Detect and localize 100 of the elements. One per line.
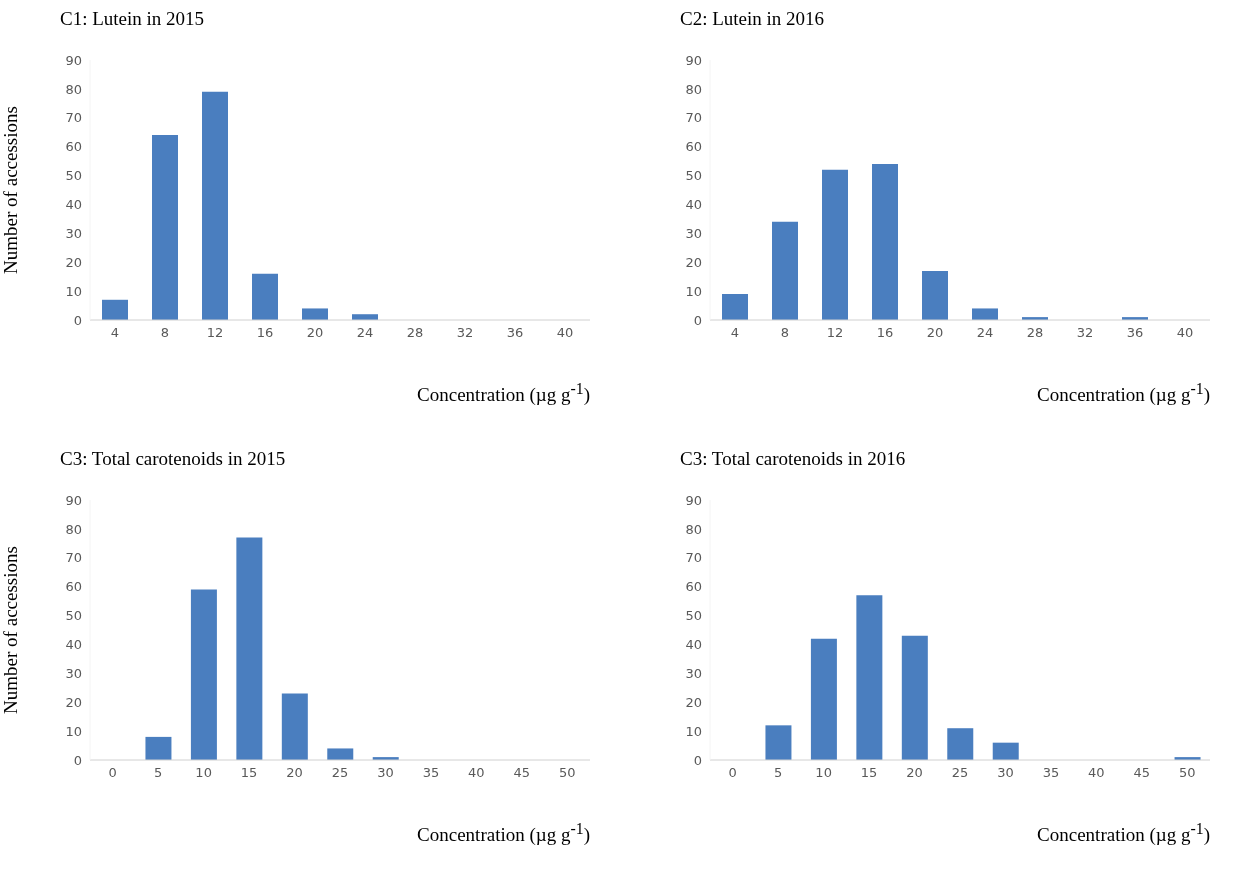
y-tick-label: 60 bbox=[65, 579, 82, 595]
bar bbox=[992, 742, 1019, 760]
x-tick-label: 50 bbox=[1179, 765, 1196, 781]
y-tick-label: 40 bbox=[65, 637, 82, 653]
y-tick-label: 10 bbox=[65, 283, 82, 299]
x-tick-label: 8 bbox=[780, 325, 790, 341]
bar bbox=[302, 308, 328, 320]
x-tick-label: 40 bbox=[556, 325, 574, 341]
y-tick-label: 80 bbox=[65, 81, 82, 97]
chart-title: C1: Lutein in 2015 bbox=[60, 8, 205, 30]
x-tick-label: 4 bbox=[110, 325, 120, 341]
chart-title: C2: Lutein in 2016 bbox=[680, 8, 825, 30]
x-tick-label: 32 bbox=[1076, 325, 1094, 341]
y-tick-label: 60 bbox=[685, 139, 702, 155]
y-tick-label: 70 bbox=[65, 110, 82, 126]
y-tick-label: 80 bbox=[685, 521, 702, 537]
x-tick-label: 32 bbox=[456, 325, 474, 341]
x-tick-label: 35 bbox=[1042, 765, 1060, 781]
y-tick-label: 70 bbox=[685, 110, 702, 126]
y-tick-label: 40 bbox=[685, 637, 702, 653]
x-tick-label: 45 bbox=[513, 765, 531, 781]
x-axis-title: Concentration (µg g$^{-1}$) bbox=[1037, 820, 1210, 847]
x-tick-label: 20 bbox=[306, 325, 324, 341]
y-tick-label: 50 bbox=[685, 168, 702, 184]
bar bbox=[281, 693, 308, 760]
bar bbox=[765, 725, 792, 760]
x-tick-label: 30 bbox=[997, 765, 1014, 781]
bar bbox=[145, 736, 172, 760]
x-tick-label: 24 bbox=[976, 325, 994, 341]
x-tick-label: 4 bbox=[730, 325, 740, 341]
y-tick-label: 20 bbox=[685, 254, 702, 270]
y-axis-title: Number of accessions bbox=[0, 106, 21, 274]
y-tick-label: 30 bbox=[65, 665, 82, 681]
y-tick-label: 0 bbox=[693, 312, 702, 328]
x-tick-label: 40 bbox=[468, 765, 485, 781]
chart-title: C3: Total carotenoids in 2015 bbox=[60, 448, 286, 470]
chart-title: C3: Total carotenoids in 2016 bbox=[680, 448, 906, 470]
y-tick-label: 10 bbox=[685, 723, 702, 739]
y-tick-label: 30 bbox=[685, 225, 702, 241]
y-tick-label: 80 bbox=[65, 521, 82, 537]
bar bbox=[102, 299, 128, 320]
y-tick-label: 40 bbox=[65, 197, 82, 213]
x-tick-label: 36 bbox=[506, 325, 524, 341]
bar bbox=[202, 91, 228, 320]
y-tick-label: 20 bbox=[65, 694, 82, 710]
y-tick-label: 70 bbox=[65, 550, 82, 566]
y-tick-label: 90 bbox=[685, 52, 702, 68]
x-tick-label: 25 bbox=[331, 765, 349, 781]
bar bbox=[190, 589, 217, 760]
y-tick-label: 50 bbox=[65, 168, 82, 184]
bar bbox=[901, 635, 928, 760]
y-tick-label: 90 bbox=[65, 52, 82, 68]
y-axis-title: Number of accessions bbox=[0, 546, 21, 714]
bar bbox=[236, 537, 263, 760]
bar bbox=[972, 308, 998, 320]
bar bbox=[810, 638, 837, 760]
x-tick-label: 24 bbox=[356, 325, 374, 341]
y-tick-label: 0 bbox=[693, 752, 702, 768]
x-tick-label: 36 bbox=[1126, 325, 1144, 341]
y-tick-label: 90 bbox=[65, 492, 82, 508]
y-tick-label: 80 bbox=[685, 81, 702, 97]
x-tick-label: 16 bbox=[876, 325, 894, 341]
bar bbox=[822, 169, 848, 320]
x-tick-label: 15 bbox=[240, 765, 258, 781]
x-axis-title: Concentration (µg g$^{-1}$) bbox=[417, 820, 590, 847]
bar bbox=[856, 595, 883, 760]
bar bbox=[947, 728, 974, 760]
x-tick-label: 30 bbox=[377, 765, 394, 781]
x-tick-label: 8 bbox=[160, 325, 170, 341]
x-tick-label: 12 bbox=[206, 325, 224, 341]
x-tick-label: 20 bbox=[906, 765, 923, 781]
y-tick-label: 60 bbox=[65, 139, 82, 155]
y-tick-label: 10 bbox=[685, 283, 702, 299]
bar bbox=[722, 294, 748, 320]
x-tick-label: 20 bbox=[286, 765, 303, 781]
x-tick-label: 12 bbox=[826, 325, 844, 341]
y-tick-label: 0 bbox=[73, 752, 82, 768]
x-tick-label: 16 bbox=[256, 325, 274, 341]
y-tick-label: 50 bbox=[65, 608, 82, 624]
bar bbox=[252, 273, 278, 320]
x-tick-label: 45 bbox=[1133, 765, 1151, 781]
x-tick-label: 0 bbox=[108, 765, 117, 781]
bar bbox=[922, 270, 948, 320]
x-tick-label: 50 bbox=[559, 765, 576, 781]
x-tick-label: 10 bbox=[815, 765, 832, 781]
x-tick-label: 5 bbox=[774, 765, 783, 781]
x-tick-label: 40 bbox=[1176, 325, 1194, 341]
x-tick-label: 40 bbox=[1088, 765, 1105, 781]
x-tick-label: 28 bbox=[1026, 325, 1044, 341]
bar bbox=[152, 135, 178, 320]
x-tick-label: 35 bbox=[422, 765, 440, 781]
bar bbox=[772, 221, 798, 320]
x-tick-label: 15 bbox=[860, 765, 878, 781]
x-tick-label: 28 bbox=[406, 325, 424, 341]
x-tick-label: 20 bbox=[926, 325, 944, 341]
y-tick-label: 10 bbox=[65, 723, 82, 739]
x-axis-title: Concentration (µg g$^{-1}$) bbox=[417, 380, 590, 407]
bar bbox=[872, 164, 898, 320]
y-tick-label: 70 bbox=[685, 550, 702, 566]
y-tick-label: 30 bbox=[685, 665, 702, 681]
